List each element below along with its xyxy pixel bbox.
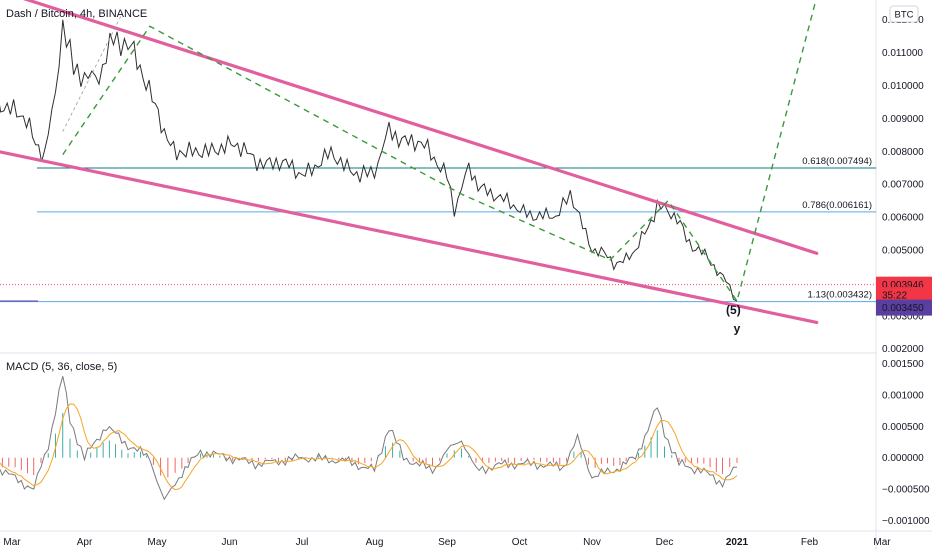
trendline-lower: [0, 150, 819, 324]
fib-level-label: 1.13(0.003432): [808, 290, 872, 301]
price-tick-label: 0.002000: [882, 344, 924, 355]
time-tick-label: Nov: [583, 537, 601, 548]
time-tick-label: 2021: [726, 537, 749, 548]
chart-title: Dash / Bitcoin, 4h, BINANCE: [6, 8, 147, 20]
fib-level-label: 0.618(0.007494): [802, 156, 872, 167]
macd-tick-label: −0.000500: [882, 485, 930, 496]
macd-histogram: [1, 412, 738, 478]
fib-level-label: 0.786(0.006161): [802, 200, 872, 211]
macd-tick-label: 0.001500: [882, 359, 924, 370]
price-tick-label: 0.007000: [882, 180, 924, 191]
macd-tick-label: 0.001000: [882, 390, 924, 401]
macd-signal-line: [0, 403, 738, 491]
price-tick-label: 0.008000: [882, 147, 924, 158]
currency-button-label: BTC: [895, 10, 914, 21]
time-tick-label: May: [148, 537, 167, 548]
time-tick-label: Mar: [873, 537, 891, 548]
time-tick-label: Oct: [512, 537, 528, 548]
price-badge-label: 35:22: [882, 291, 907, 302]
price-tick-label: 0.006000: [882, 213, 924, 224]
time-tick-label: Jul: [296, 537, 309, 548]
price-badge-bg: [876, 287, 932, 304]
projection-path: [62, 0, 817, 303]
time-tick-label: Mar: [3, 537, 21, 548]
macd-tick-label: 0.000000: [882, 453, 924, 464]
macd-title: MACD (5, 36, close, 5): [6, 361, 117, 373]
price-tick-label: 0.010000: [882, 81, 924, 92]
price-tick-label: 0.003000: [882, 311, 924, 322]
guide-line: [62, 16, 122, 132]
price-badge-label: 0.003946: [882, 280, 924, 291]
time-tick-label: Feb: [801, 537, 819, 548]
time-tick-label: Dec: [656, 537, 674, 548]
time-tick-label: Jun: [221, 537, 237, 548]
macd-tick-label: −0.001000: [882, 516, 930, 527]
price-badge-label: 0.003450: [882, 303, 924, 314]
wave-label: y: [734, 321, 741, 335]
trendline-upper: [22, 0, 819, 255]
price-series-line: [0, 19, 738, 302]
price-tick-label: 0.009000: [882, 114, 924, 125]
macd-tick-label: 0.000500: [882, 422, 924, 433]
time-tick-label: Aug: [366, 537, 384, 548]
time-tick-label: Apr: [77, 537, 93, 548]
price-badge-bg: [876, 299, 932, 316]
currency-button[interactable]: [889, 5, 919, 23]
price-tick-label: 0.005000: [882, 246, 924, 257]
wave-label: (5): [726, 303, 741, 317]
time-tick-label: Sep: [438, 537, 456, 548]
macd-line: [0, 376, 738, 501]
price-tick-label: 0.011000: [882, 48, 923, 59]
